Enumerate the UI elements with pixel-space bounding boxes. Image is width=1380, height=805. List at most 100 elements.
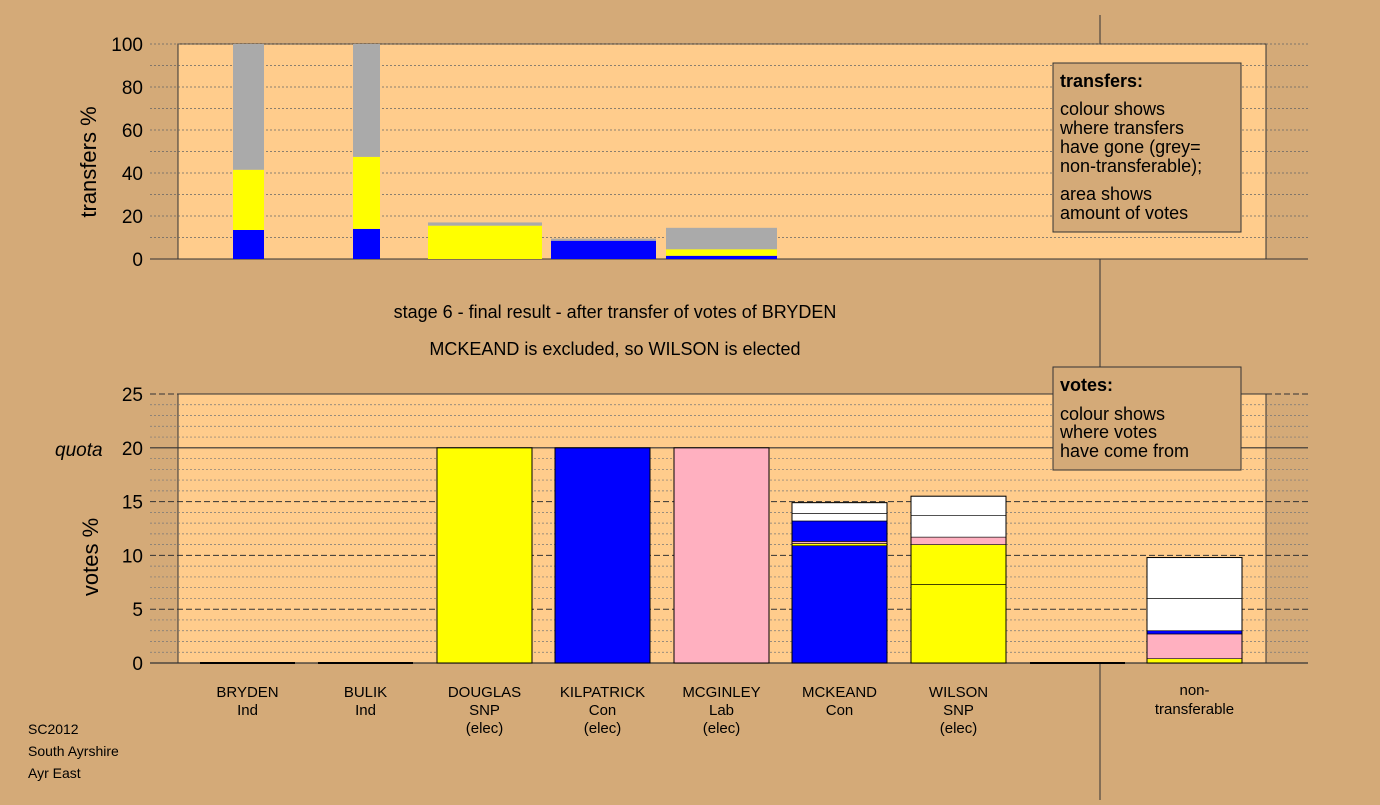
candidate-name: DOUGLAS: [448, 684, 521, 701]
transfers-legend-line: area shows: [1060, 184, 1152, 204]
nontransferable-outline: [1146, 557, 1243, 664]
candidate-labels: BRYDENIndBULIKIndDOUGLASSNP(elec)KILPATR…: [216, 682, 1234, 737]
transfers-y-tick-label: 80: [122, 78, 143, 99]
candidate-party: Ind: [355, 702, 376, 719]
votes-legend-title: votes:: [1060, 375, 1113, 395]
votes-y-tick-label: 20: [122, 439, 143, 460]
vote-segment: [554, 447, 651, 664]
candidate-party: SNP: [943, 702, 974, 719]
transfer-segment: [353, 44, 380, 157]
transfer-segment: [666, 249, 777, 256]
candidate-name: MCKEAND: [802, 684, 877, 701]
vote-segment: [791, 502, 888, 514]
footer-ward: Ayr East: [28, 765, 81, 781]
transfer-segment: [666, 255, 777, 259]
votes-y-axis-label: votes %: [78, 518, 103, 596]
votes-y-tick-label: 25: [122, 385, 143, 406]
transfer-segment: [233, 169, 264, 230]
transfer-segment: [551, 240, 656, 259]
votes-bars: [200, 447, 1243, 664]
transfer-segment: [551, 238, 656, 241]
transfers-legend-title: transfers:: [1060, 71, 1143, 91]
transfers-y-tick-label: 20: [122, 207, 143, 228]
vote-segment: [791, 543, 888, 547]
candidate-name: WILSON: [929, 684, 988, 701]
candidate-bar-outline: [910, 495, 1007, 664]
footer-election: SC2012: [28, 721, 79, 737]
candidate-status: (elec): [703, 720, 741, 737]
candidate-status: (elec): [584, 720, 622, 737]
candidate-name: BRYDEN: [216, 684, 278, 701]
votes-legend-box: [1052, 366, 1242, 471]
transfers-y-tick-label: 0: [132, 250, 143, 271]
transfers-bars: [233, 44, 777, 259]
candidate-party: Con: [826, 702, 854, 719]
transfers-legend-line: where transfers: [1059, 118, 1184, 138]
vote-segment: [910, 495, 1007, 516]
nontransferable-segment: [1146, 557, 1243, 599]
candidate-bar-outline: [436, 447, 533, 664]
votes-legend-line: have come from: [1060, 441, 1189, 461]
stage-title: stage 6 - final result - after transfer …: [394, 302, 837, 322]
vote-segment: [910, 515, 1007, 538]
vote-segment: [791, 513, 888, 522]
transfers-legend-line: have gone (grey=: [1060, 137, 1201, 157]
nontransferable-segment: [1146, 630, 1243, 635]
transfer-segment: [428, 225, 542, 259]
vote-segment: [910, 584, 1007, 664]
candidate-bar-outline: [554, 447, 651, 664]
transfers-legend-box: [1052, 62, 1242, 233]
vote-segment: [791, 541, 888, 544]
votes-legend: votes: colour shows where votes have com…: [1052, 366, 1242, 471]
candidate-name: KILPATRICK: [560, 684, 645, 701]
transfer-segment: [353, 228, 380, 259]
votes-y-tick-label: 5: [132, 600, 143, 621]
candidate-status: (elec): [940, 720, 978, 737]
votes-legend-line: where votes: [1059, 422, 1157, 442]
vote-segment: [910, 536, 1007, 545]
transfer-segment: [233, 229, 264, 259]
transfers-legend-line: colour shows: [1060, 99, 1165, 119]
candidate-party: Ind: [237, 702, 258, 719]
votes-y-tick-label: 15: [122, 493, 143, 514]
votes-legend-line: colour shows: [1060, 404, 1165, 424]
transfers-y-ticks: 0 20 40 60 80 100: [111, 35, 143, 271]
candidate-party: Con: [589, 702, 617, 719]
candidate-bar-outline: [673, 447, 770, 664]
transfers-y-tick-label: 100: [111, 35, 143, 56]
candidate-bar-outline: [791, 502, 888, 664]
vote-segment: [436, 447, 533, 664]
transfer-segment: [428, 222, 542, 226]
transfers-legend-line: non-transferable);: [1060, 156, 1202, 176]
nontransferable-segment: [1146, 658, 1243, 664]
nontransferable-label: transferable: [1155, 701, 1234, 718]
nontransferable-segment: [1146, 633, 1243, 659]
footer-council: South Ayrshire: [28, 743, 119, 759]
quota-label: quota: [55, 440, 103, 461]
transfers-legend-line: amount of votes: [1060, 203, 1188, 223]
vote-segment: [910, 544, 1007, 585]
nontransferable-segment: [1146, 598, 1243, 632]
vote-segment: [791, 520, 888, 542]
transfers-legend: transfers: colour shows where transfers …: [1052, 62, 1242, 233]
votes-y-tick-label: 10: [122, 546, 143, 567]
votes-y-tick-label: 0: [132, 654, 143, 675]
transfer-segment: [233, 44, 264, 170]
transfers-y-tick-label: 60: [122, 121, 143, 142]
votes-y-ticks: 0 5 10 15 20 25: [122, 385, 143, 675]
candidate-name: MCGINLEY: [682, 684, 760, 701]
candidate-party: Lab: [709, 702, 734, 719]
transfer-segment: [666, 227, 777, 250]
candidate-party: SNP: [469, 702, 500, 719]
vote-segment: [791, 545, 888, 664]
vote-segment: [673, 447, 770, 664]
transfers-y-tick-label: 40: [122, 164, 143, 185]
candidate-status: (elec): [466, 720, 504, 737]
transfer-segment: [353, 156, 380, 229]
transfers-y-axis-label: transfers %: [76, 106, 101, 217]
stage-subtitle: MCKEAND is excluded, so WILSON is electe…: [429, 339, 800, 359]
nontransferable-label: non-: [1179, 682, 1209, 699]
